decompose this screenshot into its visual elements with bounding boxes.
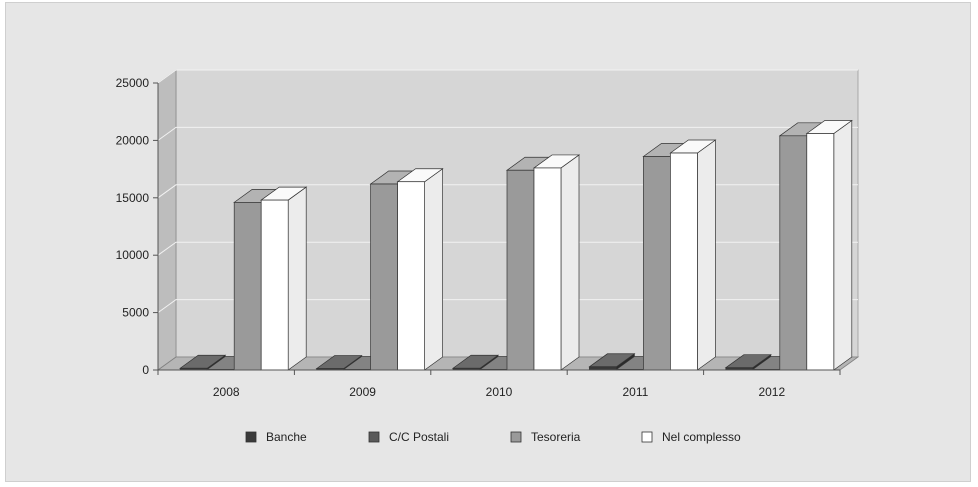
legend-swatch: [641, 431, 653, 443]
gridline: [157, 184, 858, 199]
bar-nel-complesso-2008: [260, 186, 308, 371]
x-tick-label: 2008: [213, 385, 240, 399]
y-axis: 0 5000 10000 15000 20000 25000: [116, 76, 159, 377]
y-tick-label: 0: [142, 363, 149, 377]
gridline: [157, 241, 858, 256]
y-tick-label: 25000: [116, 76, 150, 90]
side-wall: [157, 69, 177, 371]
bar-nel-complesso-2011: [669, 139, 717, 371]
legend-label: C/C Postali: [389, 430, 449, 444]
legend-swatch: [368, 431, 380, 443]
bar-nel-complesso-2009: [396, 168, 444, 371]
gridline: [157, 299, 858, 314]
legend-swatch: [245, 431, 257, 443]
x-tick-label: 2011: [622, 385, 648, 399]
legend-item-nel-complesso: Nel complesso: [641, 430, 741, 444]
legend-label: Tesoreria: [531, 430, 581, 444]
gridline: [157, 69, 858, 84]
bar-nel-complesso-2012: [805, 119, 853, 371]
x-tick-label: 2012: [758, 385, 785, 399]
y-tick-label: 5000: [122, 306, 149, 320]
legend-swatch: [510, 431, 522, 443]
legend-label: Nel complesso: [662, 430, 741, 444]
legend-label: Banche: [266, 430, 307, 444]
y-tick-label: 20000: [116, 133, 150, 147]
x-axis: 2008 2009 2010 2011 2012: [157, 369, 841, 399]
x-tick-label: 2010: [486, 385, 513, 399]
gridline: [157, 126, 858, 141]
legend: Banche C/C Postali Tesoreria Nel complesso: [245, 430, 741, 444]
grid-lines: [157, 69, 858, 314]
y-tick-label: 15000: [116, 191, 150, 205]
y-tick-label: 10000: [116, 248, 150, 262]
bar-nel-complesso-2010: [532, 154, 581, 371]
legend-item-banche: Banche: [245, 430, 307, 444]
bars: [179, 119, 853, 371]
legend-item-c-c-postali: C/C Postali: [368, 430, 449, 444]
x-tick-label: 2009: [349, 385, 376, 399]
legend-item-tesoreria: Tesoreria: [510, 430, 581, 444]
